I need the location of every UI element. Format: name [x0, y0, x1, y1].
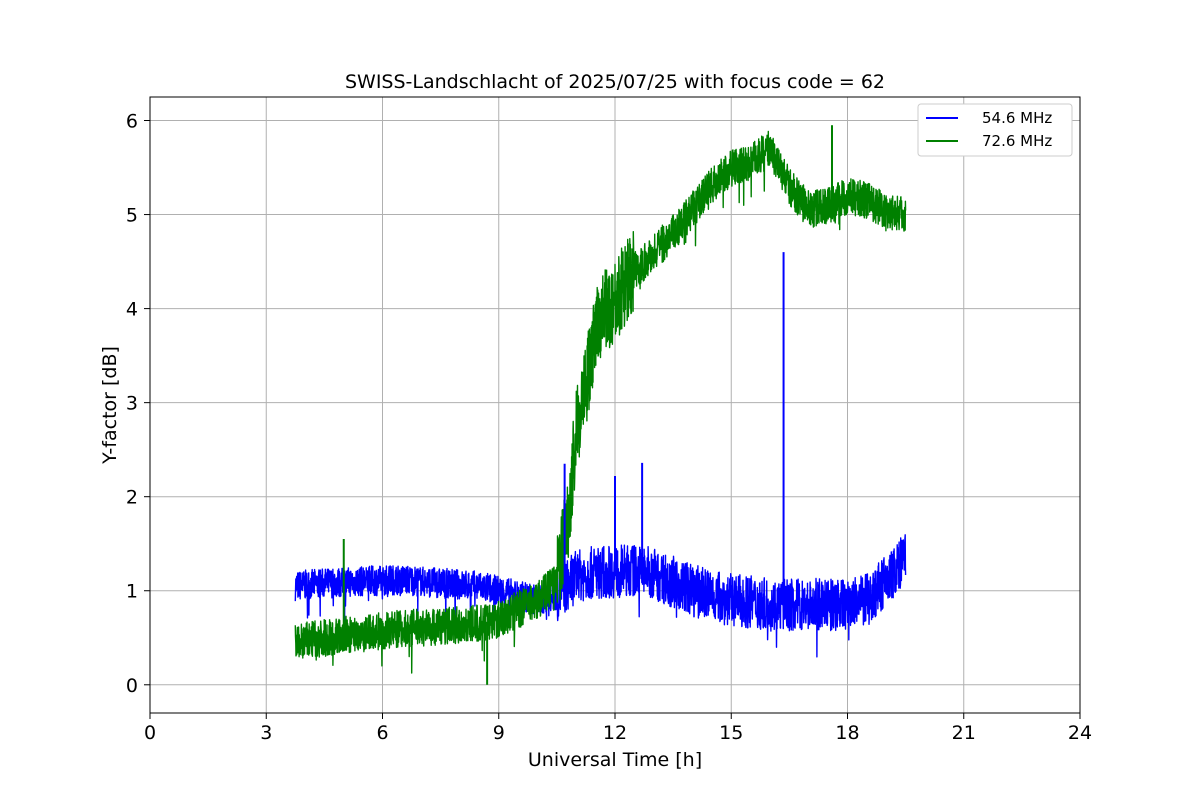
- y-tick-label: 2: [126, 487, 138, 509]
- legend-label-1: 72.6 MHz: [982, 132, 1052, 150]
- legend: 54.6 MHz 72.6 MHz: [917, 103, 1073, 157]
- grid-layer: [149, 97, 1081, 713]
- x-tick-label: 9: [493, 722, 505, 744]
- x-tick-label: 24: [1068, 722, 1092, 744]
- series-layer: [294, 125, 907, 685]
- x-tick-label: 21: [952, 722, 976, 744]
- x-tick-label: 0: [144, 722, 156, 744]
- x-tick-label: 18: [835, 722, 859, 744]
- x-tick-label: 15: [719, 722, 743, 744]
- y-tick-label: 1: [126, 581, 138, 603]
- series-line-0: [294, 534, 907, 658]
- x-tick-label: 3: [260, 722, 272, 744]
- legend-label-0: 54.6 MHz: [982, 109, 1052, 127]
- y-axis-label: Y-factor [dB]: [99, 346, 121, 465]
- y-tick-label: 3: [126, 393, 138, 415]
- y-tick-label: 5: [126, 205, 138, 227]
- chart-title: SWISS-Landschlacht of 2025/07/25 with fo…: [345, 71, 885, 93]
- x-tick-label: 6: [376, 722, 388, 744]
- y-tick-label: 4: [126, 299, 138, 321]
- y-tick-label: 6: [126, 111, 138, 133]
- y-tick-label: 0: [126, 675, 138, 697]
- x-axis-label: Universal Time [h]: [528, 749, 702, 771]
- series-line-1: [294, 130, 907, 674]
- x-tick-label: 12: [603, 722, 627, 744]
